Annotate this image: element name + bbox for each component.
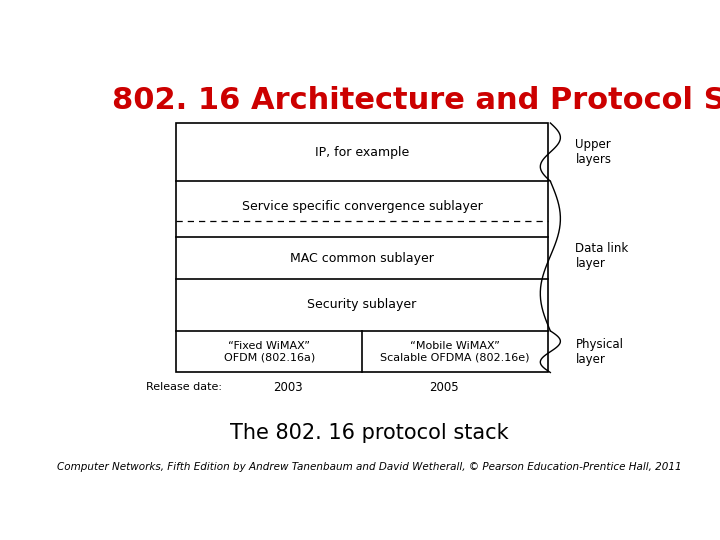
Bar	[176, 123, 547, 373]
Text: Security sublayer: Security sublayer	[307, 299, 417, 312]
Text: Physical
layer: Physical layer	[575, 338, 624, 366]
Text: Upper
layers: Upper layers	[575, 138, 611, 166]
Text: The 802. 16 protocol stack: The 802. 16 protocol stack	[230, 423, 508, 443]
Text: MAC common sublayer: MAC common sublayer	[290, 252, 434, 265]
Text: “Mobile WiMAX”
Scalable OFDMA (802.16e): “Mobile WiMAX” Scalable OFDMA (802.16e)	[380, 341, 529, 362]
Text: IP, for example: IP, for example	[315, 146, 409, 159]
Text: 802. 16 Architecture and Protocol Stack: 802. 16 Architecture and Protocol Stack	[112, 85, 720, 114]
Text: Release date:: Release date:	[145, 382, 222, 392]
Text: Service specific convergence sublayer: Service specific convergence sublayer	[242, 200, 482, 213]
Text: Data link
layer: Data link layer	[575, 242, 629, 270]
Text: 2003: 2003	[274, 381, 303, 394]
Text: Computer Networks, Fifth Edition by Andrew Tanenbaum and David Wetherall, © Pear: Computer Networks, Fifth Edition by Andr…	[57, 462, 681, 472]
Text: 2005: 2005	[430, 381, 459, 394]
Text: “Fixed WiMAX”
OFDM (802.16a): “Fixed WiMAX” OFDM (802.16a)	[224, 341, 315, 362]
